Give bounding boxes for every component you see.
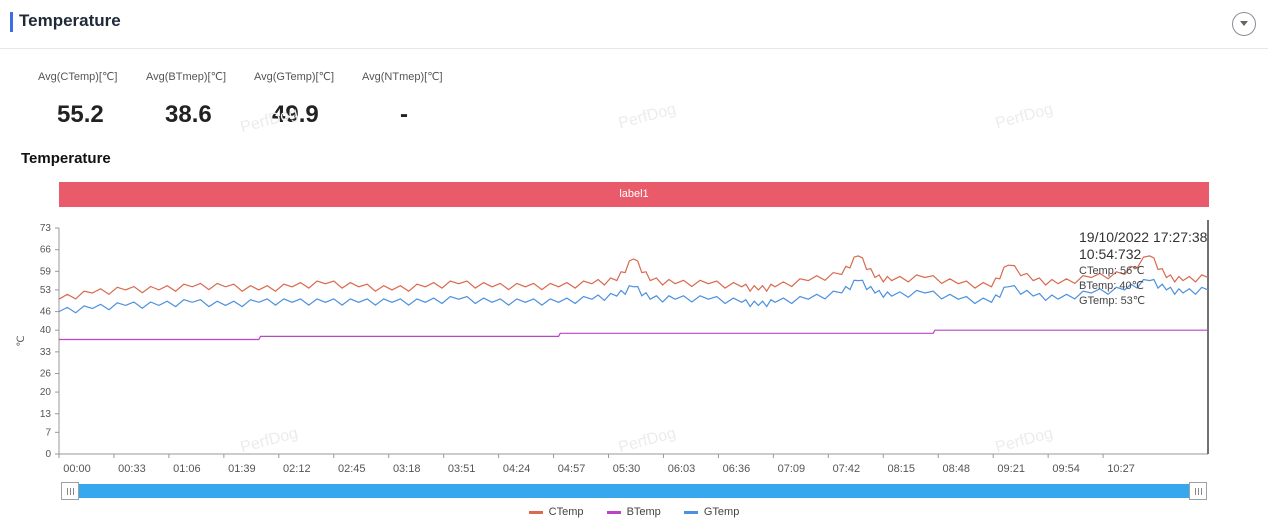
tooltip-line: CTemp: 56℃ (1079, 265, 1145, 277)
x-tick-label: 07:09 (778, 463, 806, 475)
x-tick-label: 03:18 (393, 463, 421, 475)
y-axis-label: ℃ (16, 335, 27, 346)
x-tick-label: 08:15 (888, 463, 916, 475)
x-tick-label: 02:45 (338, 463, 366, 475)
legend-label: GTemp (703, 506, 740, 518)
y-tick-label: 53 (40, 285, 52, 296)
y-tick-label: 73 (40, 223, 52, 234)
x-tick-label: 06:36 (723, 463, 751, 475)
legend-label: CTemp (548, 506, 584, 518)
legend-label: BTemp (626, 506, 661, 518)
tooltip-line: GTemp: 53℃ (1079, 295, 1145, 307)
x-tick-label: 09:21 (997, 463, 1025, 475)
stat-value: - (400, 101, 408, 128)
x-tick-label: 00:00 (63, 463, 91, 475)
stat-value: 38.6 (165, 101, 212, 128)
y-tick-label: 26 (40, 369, 52, 380)
x-tick-label: 01:06 (173, 463, 201, 475)
stat-ntemp: Avg(NTmep)[℃] - (362, 70, 472, 129)
chart-legend: CTemp BTemp GTemp (0, 506, 1268, 518)
x-tick-label: 07:42 (833, 463, 861, 475)
legend-swatch (606, 510, 621, 514)
x-tick-label: 04:24 (503, 463, 531, 475)
tooltip-time: 19/10/2022 17:27:38 (1079, 229, 1208, 245)
temperature-line-chart[interactable]: 0 7 13 20 26 33 40 46 53 59 66 73 ℃ 00:00 00:33 01:06 01… (0, 215, 1268, 477)
stat-label: Avg(CTemp)[℃] (38, 71, 118, 83)
header-accent-bar (10, 12, 13, 32)
legend-swatch (683, 510, 698, 514)
y-tick-label: 13 (40, 409, 52, 420)
stat-label: Avg(GTemp)[℃] (254, 71, 335, 83)
label-band-text: label1 (619, 188, 649, 200)
y-tick-label: 7 (45, 427, 51, 438)
series-line-gtemp (58, 278, 1209, 314)
stat-label: Avg(BTmep)[℃] (146, 71, 227, 83)
x-tick-label: 03:51 (448, 463, 476, 475)
x-tick-label: 00:33 (118, 463, 146, 475)
stat-btemp: Avg(BTmep)[℃] 38.6 (146, 70, 256, 129)
legend-item-gtemp[interactable]: GTemp (683, 506, 740, 518)
y-tick-label: 66 (40, 245, 52, 256)
panel-title: Temperature (19, 11, 121, 30)
panel-header: Temperature (0, 0, 1268, 49)
series-line-btemp (59, 329, 1208, 341)
stat-label: Avg(NTmep)[℃] (362, 71, 443, 83)
chevron-down-circle-icon[interactable] (1232, 12, 1256, 36)
x-tick-label: 05:30 (613, 463, 641, 475)
x-tick-label: 09:54 (1052, 463, 1080, 475)
x-tick-label: 01:39 (228, 463, 256, 475)
grip-icon[interactable] (61, 482, 79, 500)
watermark: PerfDog (993, 100, 1055, 133)
x-tick-label: 04:57 (558, 463, 586, 475)
x-tick-label: 02:12 (283, 463, 311, 475)
x-tick-label: 06:03 (668, 463, 696, 475)
y-tick-label: 20 (40, 387, 52, 398)
series-line-ctemp (58, 255, 1209, 300)
zoom-slider[interactable] (61, 482, 1207, 500)
x-tick-label: 10:27 (1107, 463, 1135, 475)
slider-track[interactable] (71, 484, 1197, 498)
chart-title: Temperature (21, 150, 111, 167)
watermark: PerfDog (616, 100, 678, 133)
stat-gtemp: Avg(GTemp)[℃] 49.9 (254, 70, 364, 129)
tooltip-line: BTemp: 40℃ (1079, 280, 1144, 292)
x-tick-label: 08:48 (942, 463, 970, 475)
y-tick-label: 59 (40, 266, 52, 277)
stat-ctemp: Avg(CTemp)[℃] 55.2 (38, 70, 148, 129)
y-tick-label: 40 (40, 325, 52, 336)
legend-swatch (528, 510, 543, 514)
legend-item-ctemp[interactable]: CTemp (528, 506, 584, 518)
y-tick-label: 46 (40, 307, 52, 318)
stat-value: 55.2 (57, 101, 104, 128)
legend-item-btemp[interactable]: BTemp (606, 506, 661, 518)
tooltip-elapsed: 10:54:732 (1079, 246, 1141, 262)
grip-icon[interactable] (1189, 482, 1207, 500)
y-tick-label: 33 (40, 347, 52, 358)
y-tick-label: 0 (45, 449, 51, 460)
label-band[interactable]: label1 (59, 182, 1209, 207)
stat-value: 49.9 (272, 101, 319, 128)
